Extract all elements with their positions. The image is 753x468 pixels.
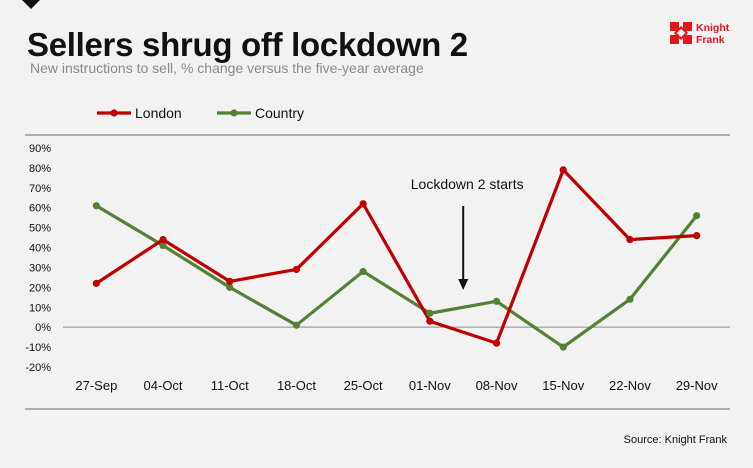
- y-tick-label: -10%: [25, 342, 51, 354]
- logo-line-1: Knight: [696, 22, 730, 34]
- chart-title: Sellers shrug off lockdown 2: [27, 26, 468, 63]
- x-tick-label: 15-Nov: [542, 378, 584, 393]
- data-point-country: [693, 212, 701, 220]
- series-line-london: [94, 168, 699, 345]
- x-tick-label: 08-Nov: [476, 378, 518, 393]
- y-tick-label: 10%: [29, 302, 51, 314]
- data-point-london: [159, 235, 167, 244]
- x-tick-label: 01-Nov: [409, 378, 451, 393]
- source-note: Source: Knight Frank: [623, 434, 727, 446]
- legend-label-country: Country: [255, 105, 304, 121]
- data-point-country: [359, 267, 367, 276]
- series-line-country: [94, 204, 699, 349]
- data-point-country: [559, 343, 567, 351]
- data-point-country: [226, 283, 234, 291]
- data-point-country: [92, 202, 100, 210]
- legend-marker-london: [110, 109, 118, 117]
- annotation-arrow-head: [458, 279, 469, 290]
- logo-line-2: Frank: [696, 34, 725, 46]
- data-point-country: [426, 309, 434, 317]
- y-tick-label: 20%: [29, 282, 51, 294]
- knight-frank-logo: Knight Frank: [670, 22, 740, 48]
- x-tick-label: 25-Oct: [344, 378, 383, 393]
- y-tick-label: 0%: [35, 322, 51, 334]
- logo-wordmark: Knight Frank: [696, 22, 729, 46]
- y-tick-label: 70%: [29, 183, 51, 195]
- x-tick-label: 22-Nov: [609, 378, 651, 393]
- y-tick-label: 50%: [29, 223, 51, 235]
- legend-label-london: London: [135, 105, 182, 121]
- y-tick-label: 90%: [29, 143, 51, 155]
- knight-frank-logo-icon: [670, 22, 692, 44]
- data-point-london: [226, 277, 234, 285]
- y-tick-label: 60%: [29, 203, 51, 215]
- y-tick-label: -20%: [25, 362, 51, 374]
- x-tick-label: 27-Sep: [75, 378, 117, 393]
- data-point-london: [426, 317, 434, 325]
- data-point-country: [492, 297, 501, 305]
- data-point-london: [292, 265, 301, 274]
- data-point-london: [92, 279, 100, 287]
- data-point-london: [559, 166, 567, 174]
- annotation-text: Lockdown 2 starts: [411, 176, 524, 192]
- data-point-country: [159, 241, 167, 250]
- legend-marker-country: [230, 109, 238, 117]
- y-tick-label: 40%: [29, 243, 51, 255]
- x-tick-label: 29-Nov: [676, 378, 718, 393]
- x-tick-label: 04-Oct: [144, 378, 183, 393]
- chart-subtitle: New instructions to sell, % change versu…: [30, 60, 424, 76]
- x-tick-label: 11-Oct: [211, 378, 249, 393]
- data-point-country: [292, 321, 301, 329]
- data-point-country: [626, 295, 634, 303]
- data-point-london: [359, 200, 367, 208]
- data-point-london: [693, 232, 701, 240]
- x-tick-label: 18-Oct: [277, 378, 316, 393]
- data-point-london: [626, 235, 634, 244]
- data-point-london: [492, 339, 501, 347]
- y-tick-label: 30%: [29, 262, 51, 274]
- y-tick-label: 80%: [29, 163, 51, 175]
- corner-marker: [22, 0, 40, 9]
